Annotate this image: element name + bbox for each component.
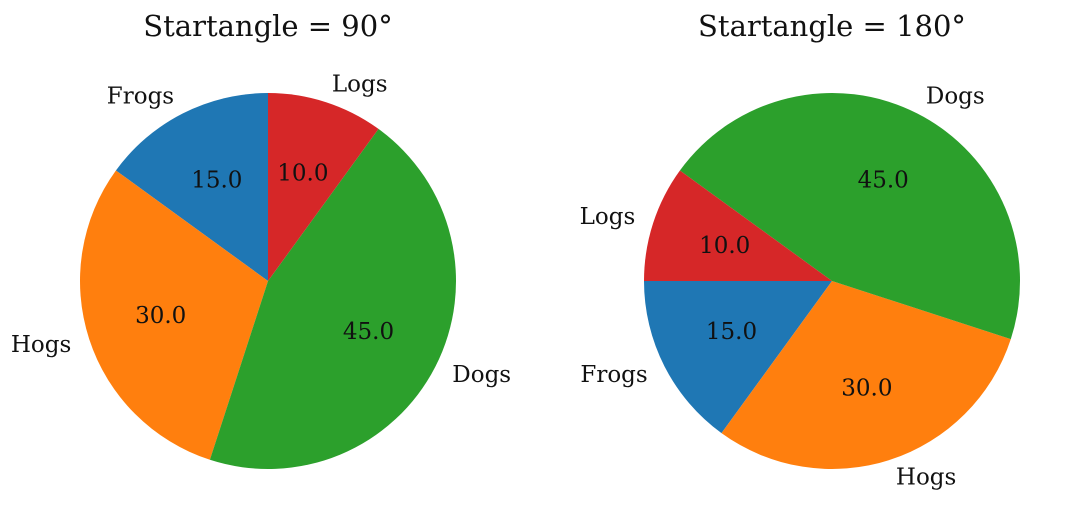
pie-slice-frogs	[644, 281, 832, 434]
pie-slice-logs	[644, 170, 832, 281]
slice-value-frogs: 15.0	[191, 168, 242, 194]
slice-value-logs: 10.0	[277, 161, 328, 187]
slice-value-frogs: 15.0	[706, 319, 757, 345]
chart-title: Startangle = 90°	[143, 9, 392, 43]
slice-value-dogs: 45.0	[343, 319, 394, 345]
slice-label-frogs: Frogs	[107, 84, 174, 110]
pie-slice-frogs	[115, 93, 268, 281]
slice-label-logs: Logs	[580, 204, 636, 230]
pie-slices	[644, 92, 1020, 469]
pie-labels: Frogs 15.0 Hogs 30.0 Dogs 45.0 Logs 10.0	[11, 71, 511, 388]
slice-label-hogs: Hogs	[11, 332, 71, 358]
slice-label-hogs: Hogs	[896, 465, 956, 491]
pie-slice-hogs	[721, 281, 1011, 469]
slice-label-frogs: Frogs	[580, 362, 647, 388]
slice-label-logs: Logs	[332, 71, 388, 97]
pie-chart-startangle-90: Startangle = 90° Frogs 15.0 Hogs 30.0 Dogs 45…	[11, 9, 511, 469]
pie-slices	[79, 93, 456, 469]
slice-value-logs: 10.0	[699, 233, 750, 259]
pie-slice-logs	[268, 93, 379, 281]
slice-value-hogs: 30.0	[135, 303, 186, 329]
chart-title: Startangle = 180°	[698, 9, 966, 43]
pie-slice-hogs	[79, 170, 268, 460]
slice-label-dogs: Dogs	[452, 362, 511, 388]
slice-label-dogs: Dogs	[926, 84, 985, 110]
pie-chart-startangle-180: Startangle = 180° Frogs 15.0 Hogs 30.0 Dogs 4…	[580, 9, 1020, 491]
slice-value-dogs: 45.0	[858, 168, 909, 194]
pie-labels: Frogs 15.0 Hogs 30.0 Dogs 45.0 Logs 10.0	[580, 84, 985, 491]
pie-slice-dogs	[209, 128, 456, 469]
slice-value-hogs: 30.0	[841, 375, 892, 401]
pie-slice-dogs	[679, 92, 1020, 340]
